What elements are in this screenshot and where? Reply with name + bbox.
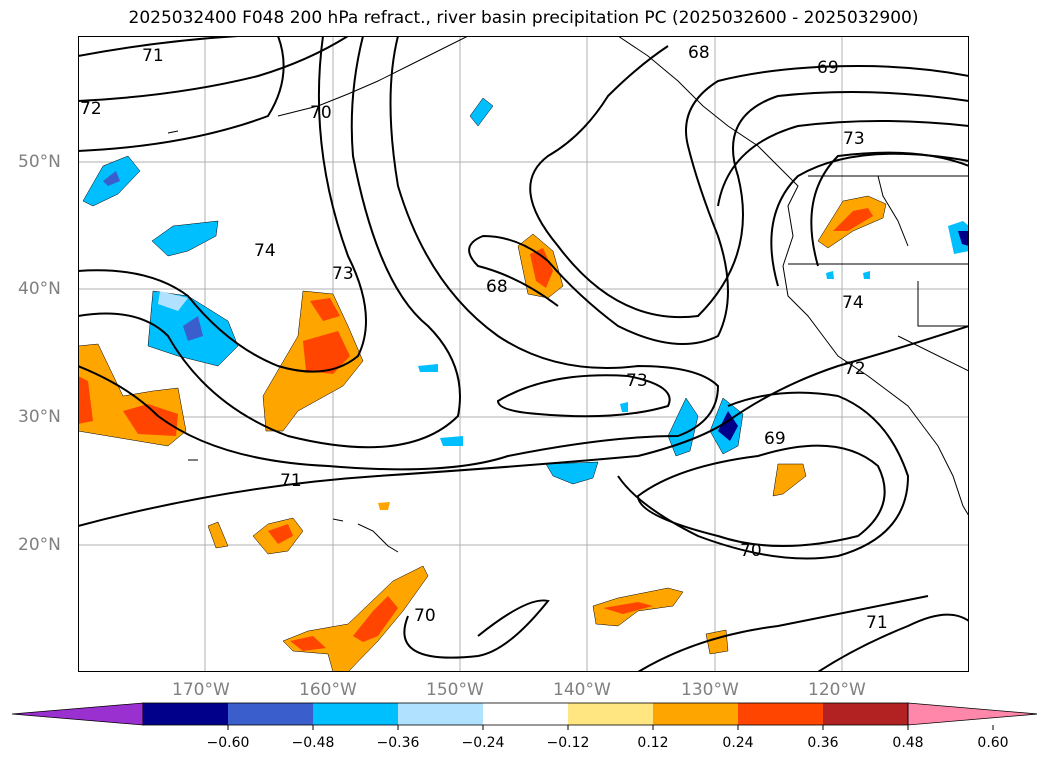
contour-label: 73 — [843, 129, 865, 149]
contour-label: 74 — [842, 293, 864, 313]
map-title: 2025032400 F048 200 hPa refract., river … — [128, 8, 919, 28]
colorbar-tick-label: 0.24 — [722, 735, 753, 751]
contour-label: 71 — [866, 613, 888, 633]
colorbar-tick-label: 0.36 — [807, 735, 838, 751]
lon-label: 120°W — [808, 680, 866, 700]
colorbar-extend-high — [907, 702, 1037, 726]
colorbar-segment — [738, 703, 823, 725]
colorbar-tick-label: −0.48 — [292, 735, 335, 751]
colorbar-segment — [313, 703, 398, 725]
colorbar-outline — [142, 702, 909, 726]
colorbar-segment — [823, 703, 908, 725]
colorbar-tick-label: −0.12 — [547, 735, 590, 751]
lat-label: 50°N — [18, 152, 61, 172]
contour-label: 70 — [414, 606, 436, 626]
lon-label: 160°W — [299, 680, 357, 700]
colorbar-tick-label: −0.24 — [462, 735, 505, 751]
contour-label: 71 — [142, 46, 164, 66]
lon-label: 130°W — [681, 680, 739, 700]
contour-label: 71 — [280, 471, 302, 491]
contour-label: 73 — [332, 264, 354, 284]
colorbar-tick-label: 0.12 — [637, 735, 668, 751]
contour-label: 72 — [844, 359, 866, 379]
contour-label: 74 — [254, 241, 276, 261]
lon-label: 170°W — [172, 680, 230, 700]
contour-label: 70 — [310, 103, 332, 123]
colorbar-segment — [398, 703, 483, 725]
map-plot: 71 72 70 68 69 73 74 73 68 74 72 73 69 7… — [78, 36, 969, 672]
contour-label: 68 — [688, 43, 710, 63]
contour-label: 73 — [626, 371, 648, 391]
colorbar-tick-label: 0.60 — [977, 735, 1008, 751]
coastlines — [167, 36, 969, 553]
colorbar-tick-label: −0.60 — [207, 735, 250, 751]
colorbar-ticks: −0.60 −0.48 −0.36 −0.24 −0.12 0.12 0.24 0.36 0.4… — [207, 725, 1009, 751]
contour-label: 70 — [740, 541, 762, 561]
colorbar-segment — [228, 703, 313, 725]
lat-label: 40°N — [18, 279, 61, 299]
colorbar: −0.60 −0.48 −0.36 −0.24 −0.12 0.12 0.24 0.36 0.4… — [11, 702, 1037, 751]
lat-label: 30°N — [18, 407, 61, 427]
contours — [78, 36, 969, 672]
colorbar-segments — [11, 702, 1037, 726]
lon-label: 140°W — [553, 680, 611, 700]
map-border — [78, 36, 969, 672]
contour-label: 72 — [80, 99, 102, 119]
precip-shading — [78, 97, 969, 672]
contour-labels: 71 72 70 68 69 73 74 73 68 74 72 73 69 7… — [80, 43, 888, 633]
colorbar-segment — [483, 703, 568, 725]
colorbar-segment — [143, 703, 228, 725]
lon-label: 150°W — [426, 680, 484, 700]
colorbar-tick-label: −0.36 — [377, 735, 420, 751]
contour-label: 68 — [486, 277, 508, 297]
colorbar-segment — [653, 703, 738, 725]
colorbar-extend-low — [11, 702, 144, 726]
contour-label: 69 — [764, 429, 786, 449]
colorbar-tick-label: 0.48 — [892, 735, 923, 751]
contour-label: 69 — [817, 58, 839, 78]
lat-label: 20°N — [18, 535, 61, 555]
colorbar-segment — [568, 703, 653, 725]
